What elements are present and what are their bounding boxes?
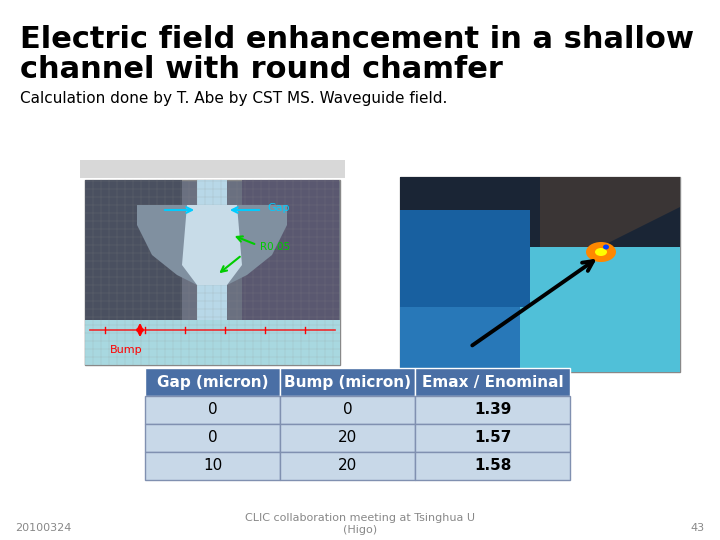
Bar <box>415 396 570 424</box>
Bar <box>197 180 227 320</box>
Bar <box>85 320 340 365</box>
Bar <box>85 180 182 320</box>
Text: R0.05: R0.05 <box>260 242 290 252</box>
Text: 0: 0 <box>343 402 352 417</box>
Bar <box>400 210 530 307</box>
Text: Gap: Gap <box>267 203 289 213</box>
Text: 20: 20 <box>338 430 357 445</box>
Text: 0: 0 <box>207 402 217 417</box>
Text: channel with round chamfer: channel with round chamfer <box>20 56 503 84</box>
Bar <box>415 452 570 480</box>
Text: 1.58: 1.58 <box>474 458 511 474</box>
Text: Emax / Enominal: Emax / Enominal <box>422 375 563 389</box>
Text: 20100324: 20100324 <box>15 523 71 533</box>
Bar <box>520 247 680 372</box>
Bar <box>415 424 570 452</box>
Bar <box>280 452 415 480</box>
Bar <box>145 452 280 480</box>
Text: 0: 0 <box>207 430 217 445</box>
Bar <box>145 368 280 396</box>
Bar <box>400 177 680 372</box>
Bar <box>145 396 280 424</box>
Ellipse shape <box>595 248 607 256</box>
Bar <box>145 424 280 452</box>
Polygon shape <box>227 205 287 285</box>
Polygon shape <box>137 205 197 285</box>
Polygon shape <box>182 205 242 285</box>
Bar <box>280 396 415 424</box>
Bar <box>280 424 415 452</box>
Polygon shape <box>540 177 680 247</box>
Text: Calculation done by T. Abe by CST MS. Waveguide field.: Calculation done by T. Abe by CST MS. Wa… <box>20 91 447 105</box>
Bar <box>400 247 680 372</box>
Text: CLIC collaboration meeting at Tsinghua U
(Higo): CLIC collaboration meeting at Tsinghua U… <box>245 513 475 535</box>
Text: 1.39: 1.39 <box>474 402 511 417</box>
Bar <box>415 368 570 396</box>
Ellipse shape <box>603 245 609 249</box>
Bar <box>280 368 415 396</box>
Bar <box>80 160 345 178</box>
Text: 20: 20 <box>338 458 357 474</box>
Bar <box>400 177 680 247</box>
Bar <box>242 180 339 320</box>
Ellipse shape <box>586 242 616 262</box>
Text: Bump (micron): Bump (micron) <box>284 375 411 389</box>
Bar <box>85 180 340 365</box>
Text: 1.57: 1.57 <box>474 430 511 445</box>
Text: Gap (micron): Gap (micron) <box>157 375 269 389</box>
Text: 10: 10 <box>203 458 222 474</box>
Text: Bump: Bump <box>110 345 143 355</box>
Text: 43: 43 <box>691 523 705 533</box>
Text: Electric field enhancement in a shallow: Electric field enhancement in a shallow <box>20 25 694 55</box>
